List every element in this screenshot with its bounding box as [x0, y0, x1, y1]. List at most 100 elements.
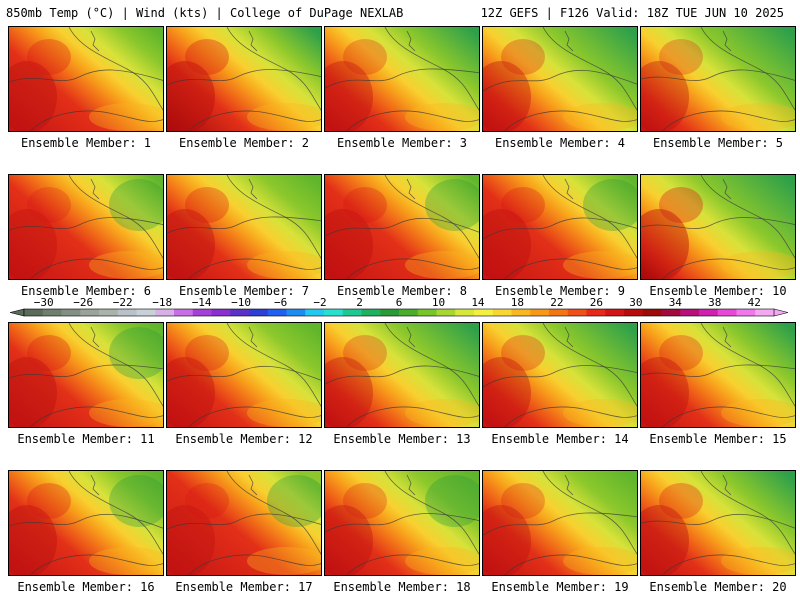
ensemble-member-map [8, 322, 164, 428]
colorbar-swatch [155, 309, 175, 316]
temperature-field-map [641, 471, 795, 575]
ensemble-member-map [482, 322, 638, 428]
temperature-field-map [483, 175, 637, 279]
temperature-colorbar: −30 −26 −22 −18 −14 −10 −6 −2 2 6 10 14 18 22 26 30 34 38… [6, 296, 792, 320]
ensemble-member-label: Ensemble Member: 12 [175, 432, 313, 446]
ensemble-member-map [482, 470, 638, 576]
temperature-field-map [167, 471, 321, 575]
temperature-field-map [9, 471, 163, 575]
colorbar-swatch [605, 309, 625, 316]
title-left: 850mb Temp (°C) | Wind (kts) | College o… [6, 6, 404, 20]
colorbar-swatch [42, 309, 62, 316]
colorbar-swatch [417, 309, 437, 316]
colorbar-tick-label: 42 [747, 296, 761, 309]
ensemble-member-map [640, 470, 796, 576]
colorbar-swatch [436, 309, 456, 316]
ensemble-member-label: Ensemble Member: 16 [17, 580, 155, 594]
colorbar-swatch [586, 309, 606, 316]
colorbar-swatch [361, 309, 381, 316]
ensemble-member-label: Ensemble Member: 11 [17, 432, 155, 446]
colorbar-swatch [549, 309, 569, 316]
temperature-field-map [9, 27, 163, 131]
colorbar-swatch [736, 309, 756, 316]
ensemble-member-map [640, 174, 796, 280]
ensemble-member-map [324, 470, 480, 576]
ensemble-member-label: Ensemble Member: 18 [333, 580, 471, 594]
colorbar-arrow [773, 308, 789, 317]
colorbar-swatch [567, 309, 587, 316]
colorbar-tick-label: −6 [273, 296, 288, 309]
colorbar-swatch [136, 309, 156, 316]
ensemble-member-label: Ensemble Member: 14 [491, 432, 629, 446]
ensemble-member-map [482, 174, 638, 280]
ensemble-member-label: Ensemble Member: 9 [494, 284, 626, 298]
colorbar-tick-label: 38 [708, 296, 722, 309]
ensemble-member-map [166, 322, 322, 428]
ensemble-member-map [8, 470, 164, 576]
ensemble-member-map [166, 470, 322, 576]
temperature-field-map [641, 175, 795, 279]
colorbar-swatch [61, 309, 81, 316]
temperature-field-map [483, 323, 637, 427]
colorbar-swatch [455, 309, 475, 316]
colorbar-tick-label: −22 [112, 296, 133, 309]
temperature-field-map [167, 175, 321, 279]
ensemble-member-label: Ensemble Member: 6 [20, 284, 152, 298]
ensemble-member-label: Ensemble Member: 19 [491, 580, 629, 594]
ensemble-member-map [324, 26, 480, 132]
ensemble-member-label: Ensemble Member: 10 [649, 284, 787, 298]
colorbar-swatch [211, 309, 231, 316]
colorbar-swatch [267, 309, 287, 316]
ensemble-member-map [166, 174, 322, 280]
temperature-field-map [325, 471, 479, 575]
temperature-field-map [483, 471, 637, 575]
temperature-field-map [325, 323, 479, 427]
colorbar-tick-label: −2 [313, 296, 327, 309]
temperature-field-map [641, 27, 795, 131]
colorbar-swatch [117, 309, 137, 316]
colorbar-tick-label: −14 [191, 296, 212, 309]
colorbar-swatch [230, 309, 250, 316]
colorbar-arrow [9, 308, 25, 317]
colorbar-swatch [474, 309, 494, 316]
ensemble-member-map [324, 322, 480, 428]
ensemble-member-label: Ensemble Member: 15 [649, 432, 787, 446]
temperature-field-map [9, 323, 163, 427]
ensemble-member-map [640, 26, 796, 132]
colorbar-graphic [9, 308, 789, 317]
ensemble-member-map [8, 26, 164, 132]
colorbar-swatch [717, 309, 737, 316]
colorbar-tick-label: −30 [33, 296, 54, 309]
ensemble-member-map [324, 174, 480, 280]
ensemble-member-map [482, 26, 638, 132]
colorbar-swatch [380, 309, 400, 316]
ensemble-member-label: Ensemble Member: 8 [336, 284, 468, 298]
colorbar-swatch [342, 309, 362, 316]
colorbar-swatch [530, 309, 550, 316]
ensemble-member-label: Ensemble Member: 4 [494, 136, 626, 150]
colorbar-swatch [174, 309, 194, 316]
ensemble-member-label: Ensemble Member: 17 [175, 580, 313, 594]
ensemble-member-label: Ensemble Member: 7 [178, 284, 310, 298]
colorbar-tick-label: −26 [73, 296, 94, 309]
colorbar-tick-label: 22 [550, 296, 564, 309]
colorbar-tick-label: 34 [668, 296, 682, 309]
ensemble-member-label: Ensemble Member: 1 [20, 136, 152, 150]
colorbar-swatch [680, 309, 700, 316]
temperature-field-map [641, 323, 795, 427]
colorbar-tick-label: −18 [152, 296, 173, 309]
colorbar-swatch [699, 309, 719, 316]
temperature-field-map [167, 323, 321, 427]
figure-header: 850mb Temp (°C) | Wind (kts) | College o… [0, 0, 800, 24]
ensemble-member-map [640, 322, 796, 428]
colorbar-swatch [24, 309, 44, 316]
temperature-field-map [325, 175, 479, 279]
colorbar-swatch [661, 309, 681, 316]
ensemble-member-label: Ensemble Member: 13 [333, 432, 471, 446]
colorbar-swatch [324, 309, 344, 316]
colorbar-swatch [80, 309, 100, 316]
colorbar-swatch [192, 309, 212, 316]
colorbar-swatch [624, 309, 644, 316]
temperature-field-map [325, 27, 479, 131]
colorbar-swatch [492, 309, 512, 316]
